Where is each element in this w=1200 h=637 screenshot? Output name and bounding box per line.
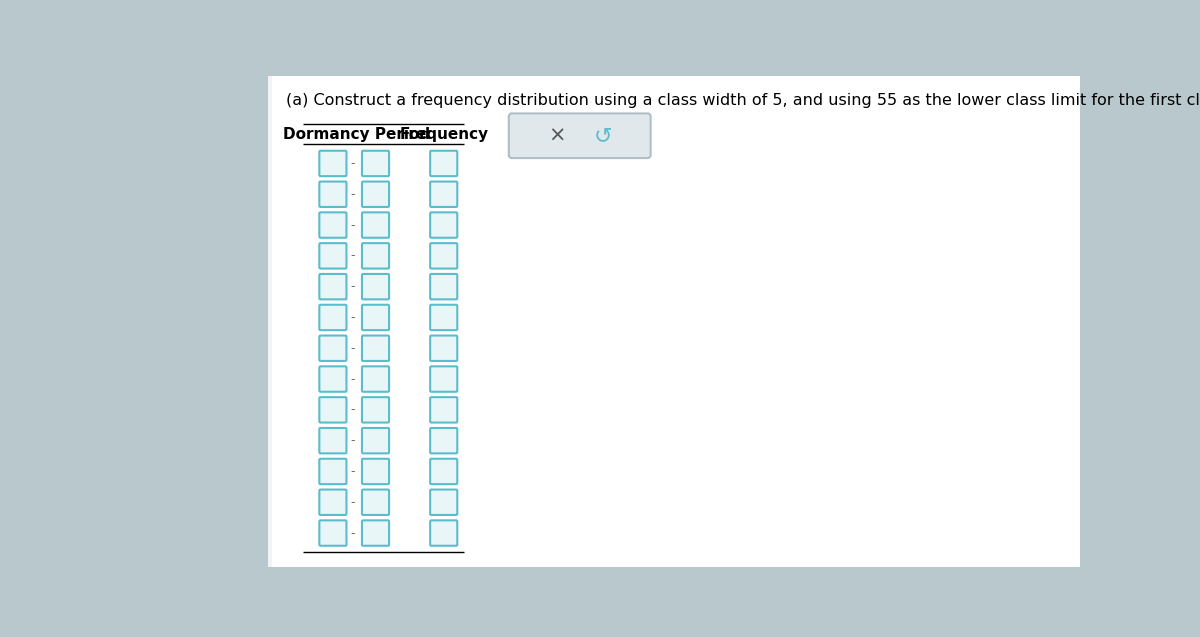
Text: -: - bbox=[350, 341, 355, 355]
FancyBboxPatch shape bbox=[319, 520, 347, 546]
FancyBboxPatch shape bbox=[430, 428, 457, 454]
Text: -: - bbox=[350, 434, 355, 447]
FancyBboxPatch shape bbox=[430, 212, 457, 238]
FancyBboxPatch shape bbox=[362, 397, 389, 422]
Text: Dormancy Period: Dormancy Period bbox=[282, 127, 430, 141]
FancyBboxPatch shape bbox=[430, 336, 457, 361]
Text: -: - bbox=[350, 218, 355, 232]
FancyBboxPatch shape bbox=[430, 274, 457, 299]
Text: -: - bbox=[350, 527, 355, 540]
FancyBboxPatch shape bbox=[268, 76, 272, 567]
FancyBboxPatch shape bbox=[430, 304, 457, 330]
FancyBboxPatch shape bbox=[362, 428, 389, 454]
Text: -: - bbox=[350, 188, 355, 201]
FancyBboxPatch shape bbox=[430, 459, 457, 484]
Text: -: - bbox=[350, 249, 355, 262]
Text: -: - bbox=[350, 373, 355, 385]
Text: (a) Construct a frequency distribution using a class width of 5, and using 55 as: (a) Construct a frequency distribution u… bbox=[286, 94, 1200, 108]
FancyBboxPatch shape bbox=[270, 76, 1080, 567]
FancyBboxPatch shape bbox=[319, 304, 347, 330]
FancyBboxPatch shape bbox=[319, 182, 347, 207]
FancyBboxPatch shape bbox=[319, 274, 347, 299]
FancyBboxPatch shape bbox=[319, 243, 347, 269]
FancyBboxPatch shape bbox=[362, 212, 389, 238]
FancyBboxPatch shape bbox=[319, 428, 347, 454]
FancyBboxPatch shape bbox=[362, 182, 389, 207]
FancyBboxPatch shape bbox=[430, 243, 457, 269]
FancyBboxPatch shape bbox=[430, 182, 457, 207]
FancyBboxPatch shape bbox=[319, 366, 347, 392]
FancyBboxPatch shape bbox=[319, 212, 347, 238]
FancyBboxPatch shape bbox=[362, 520, 389, 546]
FancyBboxPatch shape bbox=[430, 366, 457, 392]
Text: -: - bbox=[350, 465, 355, 478]
Text: -: - bbox=[350, 403, 355, 417]
FancyBboxPatch shape bbox=[430, 397, 457, 422]
Text: -: - bbox=[350, 311, 355, 324]
FancyBboxPatch shape bbox=[319, 336, 347, 361]
Text: ×: × bbox=[548, 125, 565, 146]
FancyBboxPatch shape bbox=[430, 490, 457, 515]
FancyBboxPatch shape bbox=[430, 520, 457, 546]
FancyBboxPatch shape bbox=[319, 151, 347, 176]
FancyBboxPatch shape bbox=[362, 274, 389, 299]
FancyBboxPatch shape bbox=[362, 459, 389, 484]
FancyBboxPatch shape bbox=[362, 490, 389, 515]
FancyBboxPatch shape bbox=[362, 336, 389, 361]
FancyBboxPatch shape bbox=[509, 113, 650, 158]
Text: -: - bbox=[350, 280, 355, 293]
Text: ↺: ↺ bbox=[594, 125, 612, 146]
FancyBboxPatch shape bbox=[362, 366, 389, 392]
FancyBboxPatch shape bbox=[362, 304, 389, 330]
FancyBboxPatch shape bbox=[319, 459, 347, 484]
FancyBboxPatch shape bbox=[430, 151, 457, 176]
FancyBboxPatch shape bbox=[319, 490, 347, 515]
FancyBboxPatch shape bbox=[319, 397, 347, 422]
Text: -: - bbox=[350, 496, 355, 509]
Text: Frequency: Frequency bbox=[400, 127, 488, 141]
FancyBboxPatch shape bbox=[362, 243, 389, 269]
Text: -: - bbox=[350, 157, 355, 170]
FancyBboxPatch shape bbox=[362, 151, 389, 176]
